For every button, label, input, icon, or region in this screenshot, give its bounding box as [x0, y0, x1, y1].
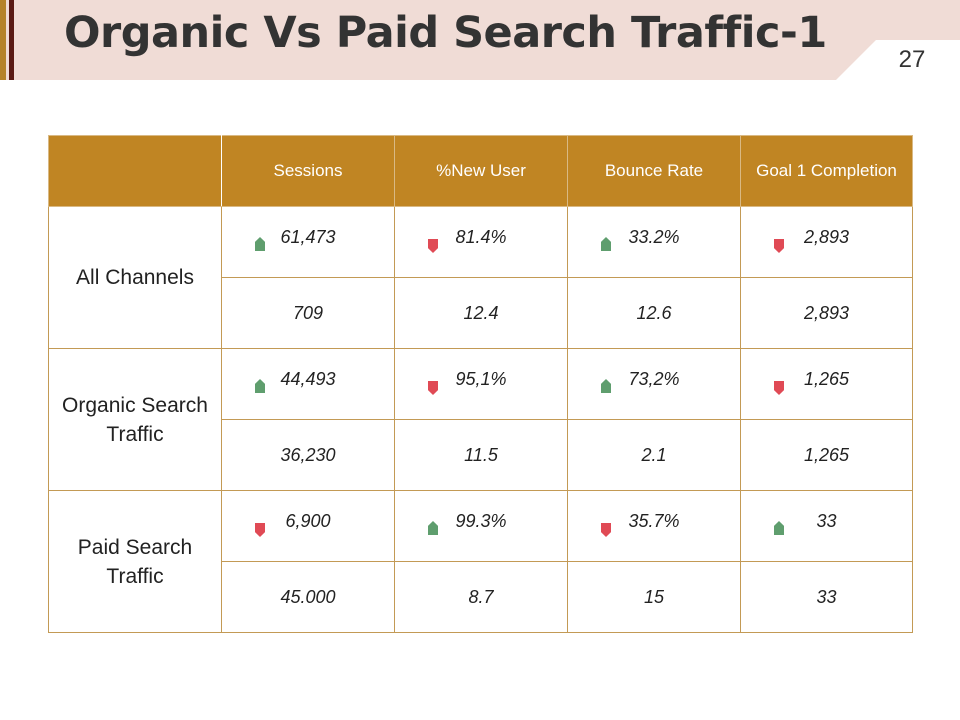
row-label-text: Organic Search Traffic [62, 393, 208, 446]
accent-bar-dark [9, 0, 14, 80]
metric-cell: 95,1% [394, 348, 568, 420]
table-row: Paid Search Traffic 6,900 99.3% 35.7% 33 [48, 490, 913, 633]
change-cell: 2.1 [567, 419, 741, 491]
metric-value: 73,2% [628, 368, 680, 389]
metric-value: 81.4% [455, 226, 507, 247]
change-cell: 33 [740, 561, 913, 633]
metric-cell: 33.2% [567, 206, 741, 278]
metric-cell: 81.4% [394, 206, 568, 278]
metric-cell: 35.7% [567, 490, 741, 562]
table-row: 709 12.4 12.6 2,893 [49, 277, 913, 349]
accent-bar [0, 0, 6, 80]
change-cell: 15 [567, 561, 741, 633]
change-value: 8.7 [468, 586, 494, 607]
change-cell: 36,230 [221, 419, 395, 491]
change-value: 45.000 [280, 586, 336, 607]
up-arrow-icon [601, 237, 611, 251]
page-number: 27 [898, 46, 926, 73]
row-label: Paid Search Traffic [48, 490, 222, 633]
down-arrow-icon [255, 523, 265, 537]
metric-cell: 1,265 [740, 348, 913, 420]
table-header-row: Sessions %New User Bounce Rate Goal 1 Co… [48, 135, 913, 207]
change-value: 15 [643, 586, 665, 607]
down-arrow-icon [601, 523, 611, 537]
metric-value: 33 [816, 510, 837, 531]
column-header: Sessions [221, 135, 395, 207]
metric-cell: 6,900 [221, 490, 395, 562]
metric-cell: 44,493 [221, 348, 395, 420]
row-label-text: Paid Search Traffic [77, 535, 193, 588]
down-arrow-icon [428, 239, 438, 253]
change-value: 12.6 [636, 302, 672, 323]
change-value: 12.4 [463, 302, 499, 323]
metric-value: 61,473 [280, 226, 336, 247]
change-value: 36,230 [280, 444, 336, 465]
traffic-table: Sessions %New User Bounce Rate Goal 1 Co… [48, 135, 913, 633]
change-cell: 45.000 [221, 561, 395, 633]
column-header: %New User [394, 135, 568, 207]
table-row: 36,230 11.5 2.1 1,265 [49, 419, 913, 491]
title-banner [0, 0, 960, 80]
metric-value: 99.3% [455, 510, 507, 531]
column-header: Bounce Rate [567, 135, 741, 207]
change-value: 1,265 [803, 444, 850, 465]
change-cell: 8.7 [394, 561, 568, 633]
change-value: 2.1 [641, 444, 667, 465]
up-arrow-icon [255, 379, 265, 393]
metric-cell: 33 [740, 490, 913, 562]
table-row: All Channels 61,473 81.4% 33.2% 2,893 [48, 206, 913, 349]
metric-value: 44,493 [280, 368, 336, 389]
change-cell: 12.6 [567, 277, 741, 349]
up-arrow-icon [428, 521, 438, 535]
change-cell: 2,893 [740, 277, 913, 349]
metric-value: 1,265 [803, 368, 850, 389]
table-row: Organic Search Traffic 44,493 95,1% 73,2% 1,… [48, 348, 913, 491]
metric-cell: 61,473 [221, 206, 395, 278]
row-label: Organic Search Traffic [48, 348, 222, 491]
change-cell: 709 [221, 277, 395, 349]
metric-value: 95,1% [455, 368, 507, 389]
change-value: 33 [816, 586, 837, 607]
metric-cell: 73,2% [567, 348, 741, 420]
slide-title: Organic Vs Paid Search Traffic-1 [64, 8, 827, 58]
metric-cell: 99.3% [394, 490, 568, 562]
row-label: All Channels [48, 206, 222, 349]
change-cell: 11.5 [394, 419, 568, 491]
table-row: 45.000 8.7 15 33 [49, 561, 913, 633]
down-arrow-icon [774, 239, 784, 253]
metric-value: 35.7% [628, 510, 680, 531]
column-header [48, 135, 222, 207]
column-header: Goal 1 Completion [740, 135, 913, 207]
down-arrow-icon [774, 381, 784, 395]
metric-value: 6,900 [285, 510, 331, 531]
change-cell: 1,265 [740, 419, 913, 491]
row-label-text: All Channels [76, 266, 194, 289]
metric-value: 2,893 [803, 226, 850, 247]
change-cell: 12.4 [394, 277, 568, 349]
change-value: 11.5 [464, 444, 498, 465]
change-value: 2,893 [803, 302, 850, 323]
down-arrow-icon [428, 381, 438, 395]
up-arrow-icon [601, 379, 611, 393]
metric-value: 33.2% [628, 226, 680, 247]
up-arrow-icon [255, 237, 265, 251]
up-arrow-icon [774, 521, 784, 535]
change-value: 709 [292, 302, 324, 323]
metric-cell: 2,893 [740, 206, 913, 278]
